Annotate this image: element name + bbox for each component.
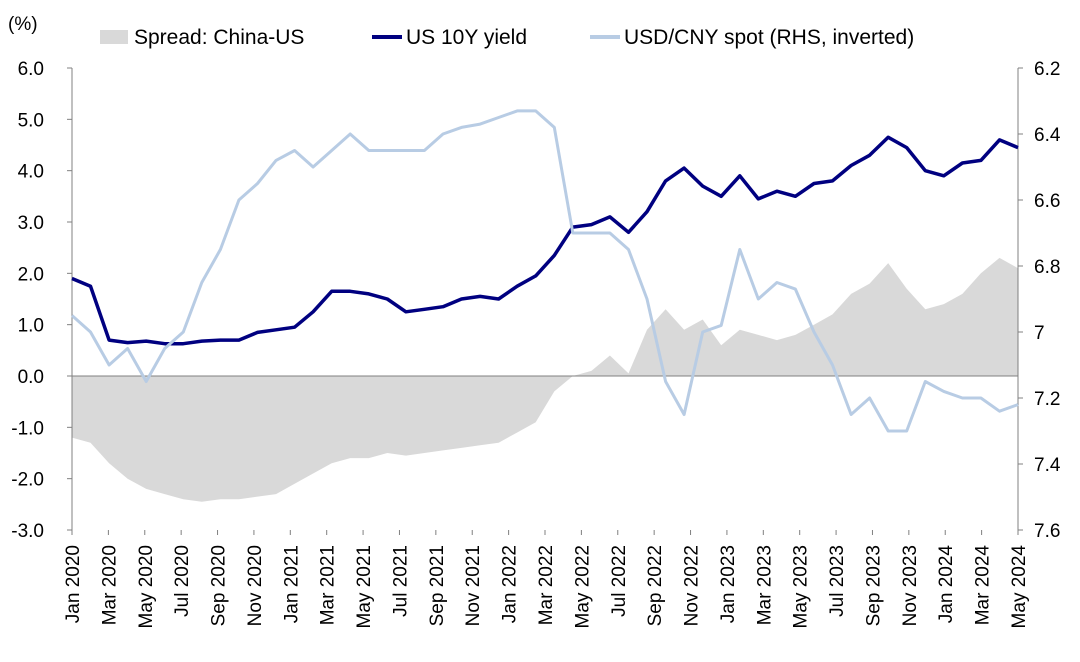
us10y-line-series: [71, 135, 1019, 346]
legend: Spread: China-US US 10Y yield USD/CNY spot…: [100, 26, 914, 49]
x-axis-tick-label: Nov 2020: [245, 545, 266, 626]
x-axis-tick-label: Jul 2022: [609, 545, 630, 617]
left-axis-tick-label: 5.0: [18, 110, 44, 131]
x-axis-tick-label: Mar 2020: [99, 545, 120, 625]
x-axis-tick-label: May 2021: [354, 545, 375, 628]
x-axis-tick-label: May 2023: [791, 545, 812, 628]
lines-layer: [71, 109, 1019, 433]
axes-layer: [71, 68, 1019, 530]
x-axis-tick-label: Sep 2022: [645, 545, 666, 626]
left-axis-tick-label: 4.0: [18, 162, 44, 183]
legend-label: Spread: China-US: [134, 26, 304, 49]
labels-layer: (%) 6.0 5.0 4.0 3.0 2.0 1.0 0.0 -1.0 -2.0 -3.0 6.2…: [8, 14, 1061, 628]
right-axis-tick-label: 6.4: [1034, 125, 1061, 146]
x-axis-tick-label: Nov 2023: [900, 545, 921, 626]
x-axis-tick-label: Jan 2020: [63, 545, 84, 623]
x-axis-tick-label: Jan 2023: [718, 545, 739, 623]
x-axis-tick-label: Nov 2021: [463, 545, 484, 626]
right-axis-tick-label: 7.4: [1034, 455, 1061, 476]
spread-area-series: [72, 257, 1018, 502]
left-axis-tick-label: 2.0: [18, 264, 44, 285]
left-axis-tick-label: 1.0: [18, 316, 44, 337]
legend-label: US 10Y yield: [406, 26, 527, 49]
x-axis-tick-label: Sep 2020: [209, 545, 230, 626]
left-axis-tick-label: -1.0: [11, 418, 44, 439]
right-axis-tick-label: 6.2: [1034, 59, 1060, 80]
right-axis-tick-label: 7.2: [1034, 389, 1060, 410]
x-axis-tick-label: May 2020: [136, 545, 157, 628]
legend-label: USD/CNY spot (RHS, inverted): [624, 26, 914, 49]
right-axis-tick-label: 7: [1034, 323, 1045, 344]
left-axis-tick-label: -2.0: [11, 470, 44, 491]
x-axis-tick-label: Jul 2023: [827, 545, 848, 617]
right-axis-tick-label: 6.6: [1034, 191, 1060, 212]
x-axis-tick-label: Mar 2021: [318, 545, 339, 625]
right-axis-tick-label: 7.6: [1034, 521, 1060, 542]
x-axis-tick-label: Jan 2021: [281, 545, 302, 623]
usdcny-line-series: [71, 109, 1019, 433]
left-axis-tick-label: -3.0: [11, 521, 44, 542]
left-axis-tick-label: 0.0: [18, 367, 44, 388]
left-axis-tick-label: 6.0: [18, 59, 44, 80]
x-axis-tick-label: Mar 2024: [973, 545, 994, 626]
legend-swatch-spread: [100, 30, 128, 44]
left-axis-unit: (%): [8, 14, 38, 35]
right-axis-tick-label: 6.8: [1034, 257, 1060, 278]
x-axis-tick-label: Sep 2021: [427, 545, 448, 626]
x-axis-tick-label: Jan 2022: [500, 545, 521, 623]
area-layer: [72, 257, 1018, 502]
x-axis-tick-label: Nov 2022: [682, 545, 703, 626]
x-axis-tick-label: Jul 2021: [390, 545, 411, 617]
left-axis-tick-label: 3.0: [18, 213, 44, 234]
x-axis-tick-label: Mar 2022: [536, 545, 557, 625]
x-axis-tick-label: Jul 2020: [172, 545, 193, 617]
x-axis-tick-label: May 2022: [572, 545, 593, 628]
x-axis-tick-label: Jan 2024: [936, 545, 957, 624]
x-axis-tick-label: Sep 2023: [863, 545, 884, 626]
x-axis-tick-label: Mar 2023: [754, 545, 775, 625]
x-axis-tick-label: May 2024: [1009, 545, 1030, 629]
